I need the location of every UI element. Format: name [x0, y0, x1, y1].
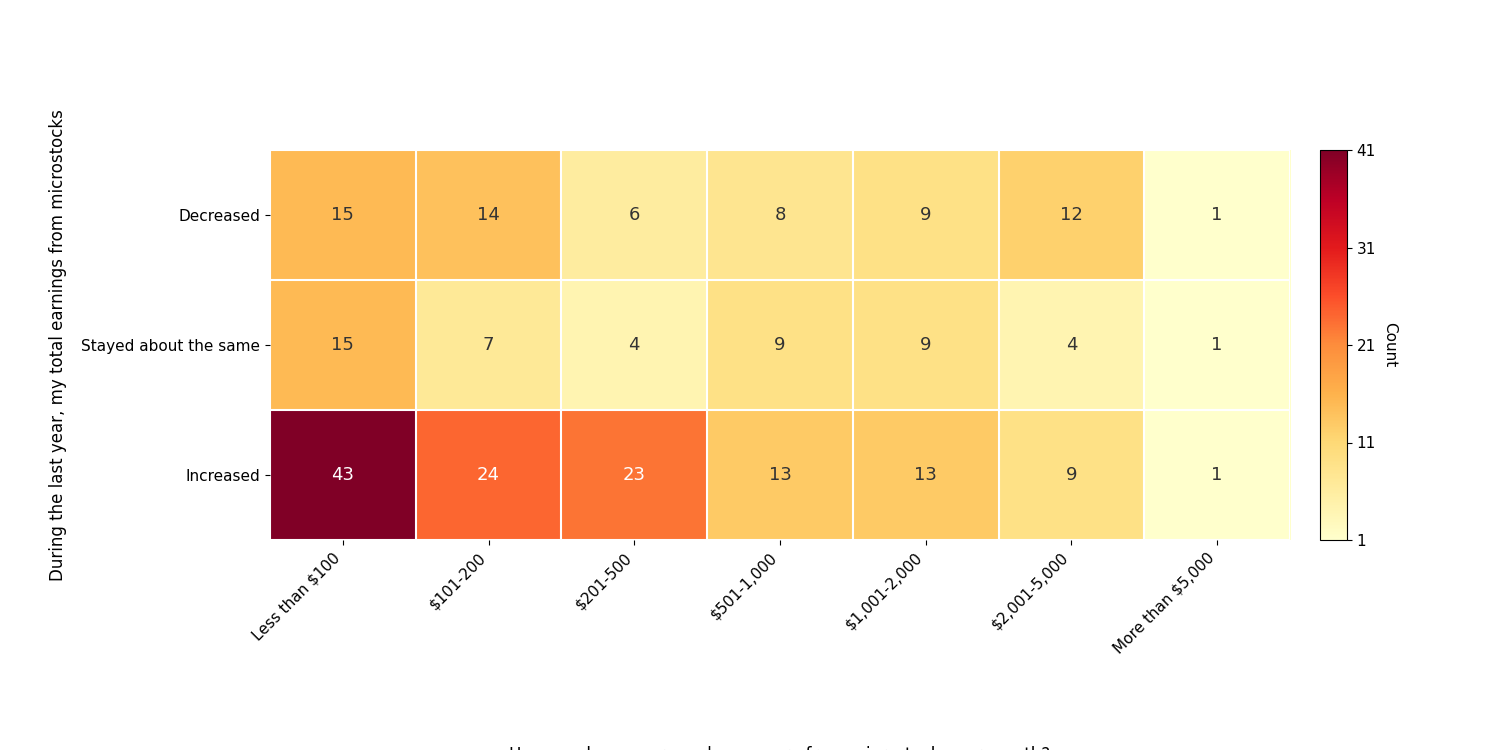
- Text: 12: 12: [1060, 206, 1083, 224]
- Y-axis label: During the last year, my total earnings from microstocks: During the last year, my total earnings …: [50, 109, 68, 581]
- Text: 4: 4: [1065, 336, 1077, 354]
- X-axis label: How much on average do you earn from microstocks per month?: How much on average do you earn from mic…: [510, 746, 1050, 750]
- Text: 15: 15: [332, 336, 354, 354]
- Text: 43: 43: [332, 466, 354, 484]
- Text: 6: 6: [628, 206, 640, 224]
- Text: 9: 9: [1065, 466, 1077, 484]
- Text: 1: 1: [1212, 466, 1222, 484]
- Text: 8: 8: [774, 206, 786, 224]
- Text: 1: 1: [1212, 336, 1222, 354]
- Text: 15: 15: [332, 206, 354, 224]
- Text: 24: 24: [477, 466, 500, 484]
- Text: 1: 1: [1212, 206, 1222, 224]
- Text: 9: 9: [774, 336, 786, 354]
- Y-axis label: Count: Count: [1382, 322, 1396, 368]
- Text: 9: 9: [920, 336, 932, 354]
- Text: 14: 14: [477, 206, 500, 224]
- Text: 9: 9: [920, 206, 932, 224]
- Text: 4: 4: [628, 336, 640, 354]
- Text: 23: 23: [622, 466, 646, 484]
- Text: 13: 13: [915, 466, 938, 484]
- Text: 7: 7: [483, 336, 495, 354]
- Text: 13: 13: [768, 466, 792, 484]
